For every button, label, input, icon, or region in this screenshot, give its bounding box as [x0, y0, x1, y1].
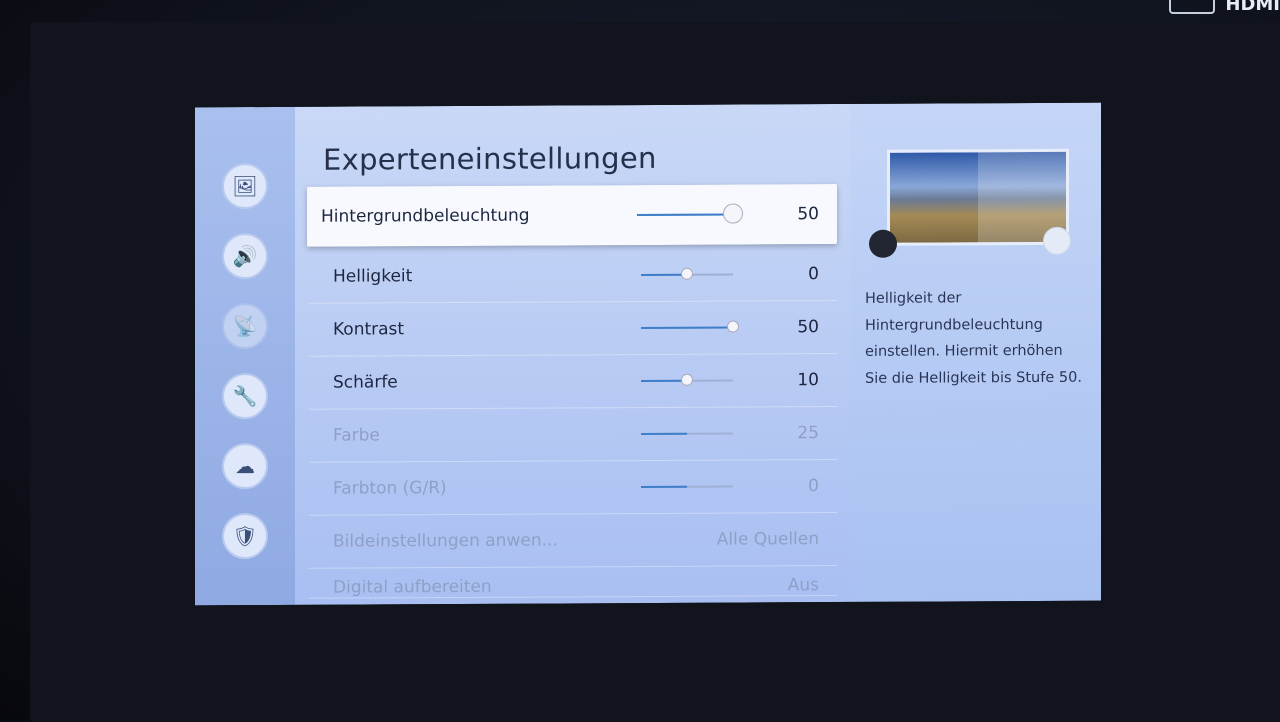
setting-value: 10: [797, 370, 819, 391]
setting-slider[interactable]: [641, 373, 733, 386]
slider-knob[interactable]: [681, 373, 693, 386]
setting-label: Farbton (G/R): [333, 478, 447, 499]
setting-value: 50: [797, 203, 819, 224]
help-description: Helligkeit der Hintergrundbeleuchtung ei…: [865, 290, 1082, 387]
setting-row[interactable]: Farbton (G/R) 0: [309, 460, 837, 516]
setting-row[interactable]: Kontrast 50: [309, 301, 837, 357]
slider-knob[interactable]: [681, 267, 693, 280]
setting-slider[interactable]: [641, 432, 733, 436]
sidebar-item-general[interactable]: 🔧: [222, 372, 268, 420]
help-pane: Helligkeit der Hintergrundbeleuchtung ei…: [851, 102, 1101, 602]
settings-list: Hintergrundbeleuchtung 50 Helligkeit 0 Kontr…: [307, 184, 837, 599]
setting-row[interactable]: Bildeinstellungen anwen... Alle Quellen: [309, 513, 837, 569]
setting-value: 25: [797, 423, 819, 444]
setting-row[interactable]: Helligkeit 0: [309, 248, 837, 304]
setting-label: Kontrast: [333, 319, 405, 340]
dark-indicator-icon: [869, 229, 897, 258]
setting-value: Alle Quellen: [716, 529, 819, 550]
setting-row[interactable]: Digital aufbereiten Aus: [309, 566, 837, 599]
setting-row[interactable]: Schärfe 10: [309, 354, 837, 410]
setting-slider[interactable]: [641, 320, 739, 333]
shield-icon: 🛡: [232, 524, 258, 549]
setting-value: 0: [808, 264, 819, 285]
broadcast-icon: 📡: [232, 314, 258, 339]
hdmi-icon: [1169, 0, 1216, 14]
settings-main: Experteneinstellungen Hintergrundbeleuch…: [295, 103, 851, 605]
sidebar-item-sound[interactable]: 🔊: [222, 232, 268, 280]
setting-label: Digital aufbereiten: [333, 576, 492, 598]
setting-label: Bildeinstellungen anwen...: [333, 530, 558, 552]
setting-value: 50: [797, 317, 819, 338]
support-cloud-icon: ☁: [235, 454, 255, 479]
setting-label: Helligkeit: [333, 266, 413, 287]
source-label: HDMI: [1225, 0, 1280, 15]
wrench-icon: 🔧: [232, 384, 258, 409]
picture-icon: 🖼: [232, 174, 258, 199]
source-indicator: HDMI: [1169, 0, 1280, 16]
setting-slider[interactable]: [637, 203, 743, 224]
slider-knob[interactable]: [727, 320, 739, 333]
sidebar-item-support[interactable]: ☁: [222, 442, 268, 490]
setting-row[interactable]: Farbe 25: [309, 407, 837, 463]
bright-indicator-icon: [1043, 226, 1071, 255]
setting-slider[interactable]: [641, 267, 733, 280]
setting-label: Farbe: [333, 425, 380, 446]
setting-value: 0: [808, 476, 819, 497]
slider-knob[interactable]: [723, 203, 743, 224]
setting-slider[interactable]: [641, 485, 733, 489]
sound-icon: 🔊: [232, 244, 258, 269]
setting-label: Schärfe: [333, 372, 398, 393]
settings-sidebar: 🖼 🔊 📡 🔧 ☁ 🛡: [195, 106, 295, 606]
preview-image: [887, 148, 1069, 246]
setting-row[interactable]: Hintergrundbeleuchtung 50: [307, 184, 837, 247]
sidebar-item-privacy[interactable]: 🛡: [222, 512, 268, 560]
setting-label: Hintergrundbeleuchtung: [321, 205, 530, 227]
setting-value: Aus: [787, 575, 819, 596]
sidebar-item-broadcast[interactable]: 📡: [222, 302, 268, 350]
settings-panel: 🖼 🔊 📡 🔧 ☁ 🛡 Experteneinstellungen Hinter…: [195, 102, 1101, 606]
page-title: Experteneinstellungen: [323, 140, 657, 177]
sidebar-item-picture[interactable]: 🖼: [222, 162, 268, 210]
